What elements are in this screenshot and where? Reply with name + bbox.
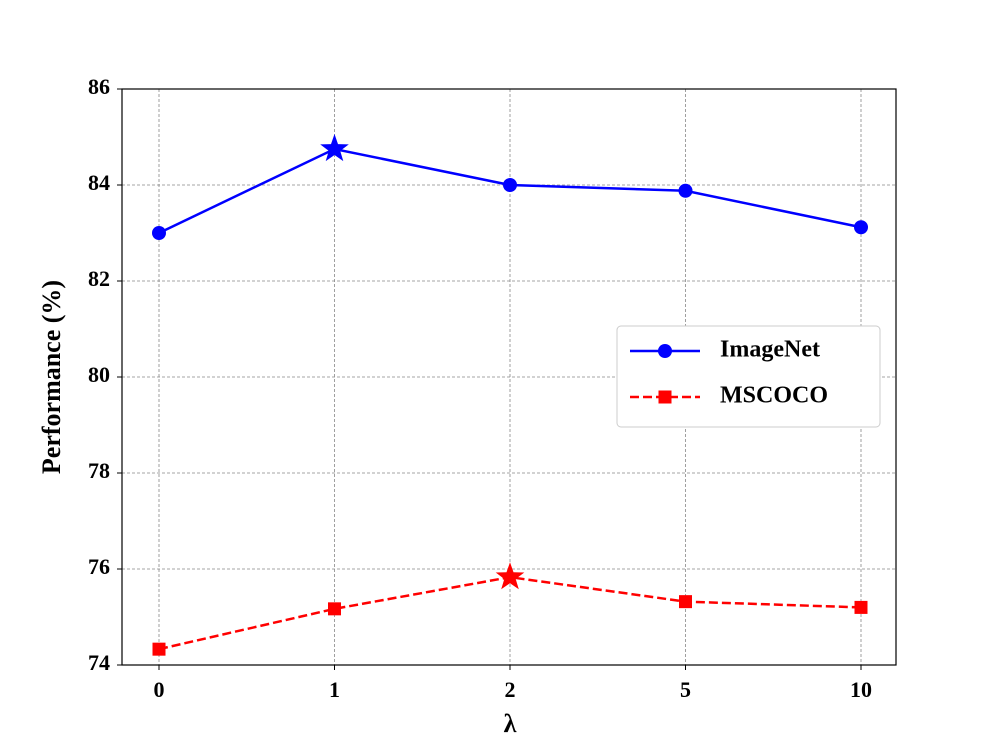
legend-label: ImageNet xyxy=(720,337,820,363)
point xyxy=(495,562,525,590)
y-tick-label: 76 xyxy=(88,554,110,579)
y-tick-label: 78 xyxy=(88,458,110,483)
y-tick-label: 80 xyxy=(88,362,110,387)
point xyxy=(679,595,692,609)
point xyxy=(678,183,693,198)
legend-marker xyxy=(658,390,672,404)
point xyxy=(152,642,166,656)
y-tick-label: 74 xyxy=(88,650,110,675)
y-tick-label: 84 xyxy=(88,170,110,195)
x-tick-label: 1 xyxy=(329,677,340,702)
y-tick-label: 82 xyxy=(88,266,110,291)
point xyxy=(152,226,166,240)
point xyxy=(320,134,349,162)
x-tick-label: 5 xyxy=(680,677,691,702)
point xyxy=(854,220,868,235)
point xyxy=(854,600,868,614)
x-axis-label: λ xyxy=(504,709,517,738)
x-tick-label: 2 xyxy=(505,677,516,702)
plot-frame xyxy=(121,88,897,666)
legend-label: MSCOCO xyxy=(720,383,828,409)
legend-marker xyxy=(658,344,672,358)
point xyxy=(503,178,517,192)
point xyxy=(328,602,341,616)
x-tick-label: 0 xyxy=(154,677,165,702)
y-axis-label: Performance (%) xyxy=(37,280,66,474)
x-tick-label: 10 xyxy=(850,677,872,702)
series-line xyxy=(158,575,862,651)
y-tick-label: 86 xyxy=(88,74,110,99)
